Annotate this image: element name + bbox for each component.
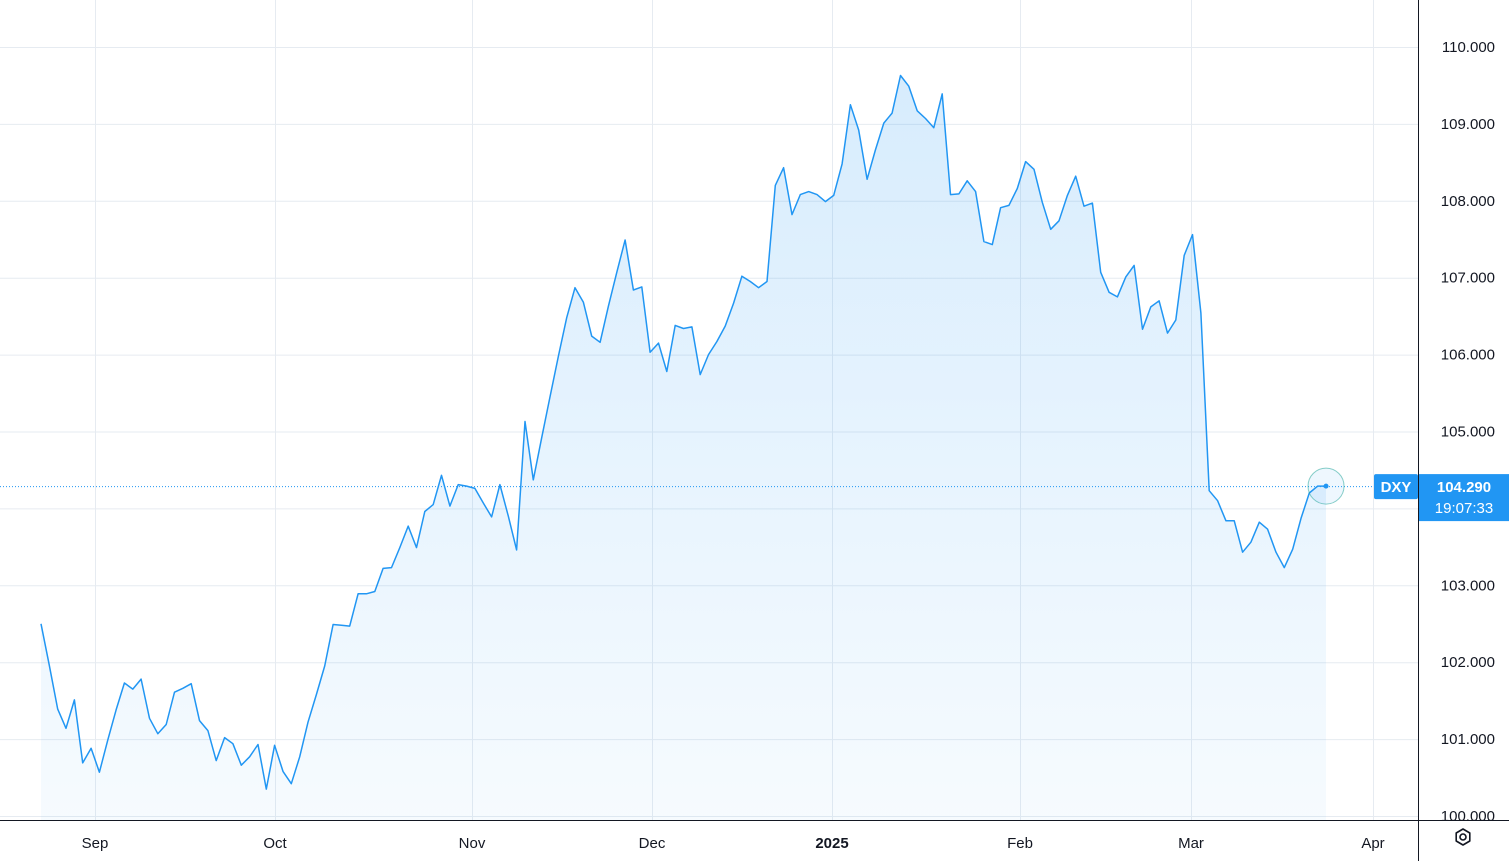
y-tick-label: 105.000	[1441, 424, 1495, 441]
y-tick-label: 108.000	[1441, 193, 1495, 210]
y-tick-label: 103.000	[1441, 577, 1495, 594]
price-axis[interactable]: 100.000101.000102.000103.000104.000105.0…	[1441, 39, 1495, 825]
x-tick-label: Nov	[459, 835, 486, 852]
price-badge: DXY 104.290 19:07:33	[1374, 474, 1509, 522]
x-tick-label: Mar	[1178, 835, 1204, 852]
y-tick-label: 109.000	[1441, 116, 1495, 133]
last-price-marker	[1307, 467, 1345, 505]
countdown-label: 19:07:33	[1435, 500, 1493, 517]
y-tick-label: 100.000	[1441, 808, 1495, 825]
price-line	[40, 74, 1326, 790]
x-tick-label: 2025	[815, 835, 848, 852]
x-tick-label: Dec	[639, 835, 666, 852]
settings-gear-icon	[1455, 828, 1471, 846]
y-tick-label: 102.000	[1441, 654, 1495, 671]
symbol-label: DXY	[1381, 479, 1412, 496]
x-tick-label: Apr	[1361, 835, 1384, 852]
last-value-badge	[1419, 474, 1509, 522]
x-tick-label: Feb	[1007, 835, 1033, 852]
y-tick-label: 106.000	[1441, 347, 1495, 364]
x-tick-label: Oct	[263, 835, 287, 852]
y-tick-label: 110.000	[1442, 39, 1495, 56]
x-tick-label: Sep	[82, 835, 109, 852]
price-area-fill	[41, 75, 1326, 820]
last-value-label: 104.290	[1437, 479, 1491, 496]
time-axis[interactable]: Sep Oct Nov Dec 2025 Feb Mar Apr	[82, 835, 1385, 852]
last-point-dot	[1323, 483, 1329, 489]
symbol-badge	[1374, 474, 1418, 500]
settings-button[interactable]	[1452, 826, 1484, 858]
y-tick-label: 107.000	[1441, 270, 1495, 287]
y-tick-label: 101.000	[1441, 731, 1495, 748]
